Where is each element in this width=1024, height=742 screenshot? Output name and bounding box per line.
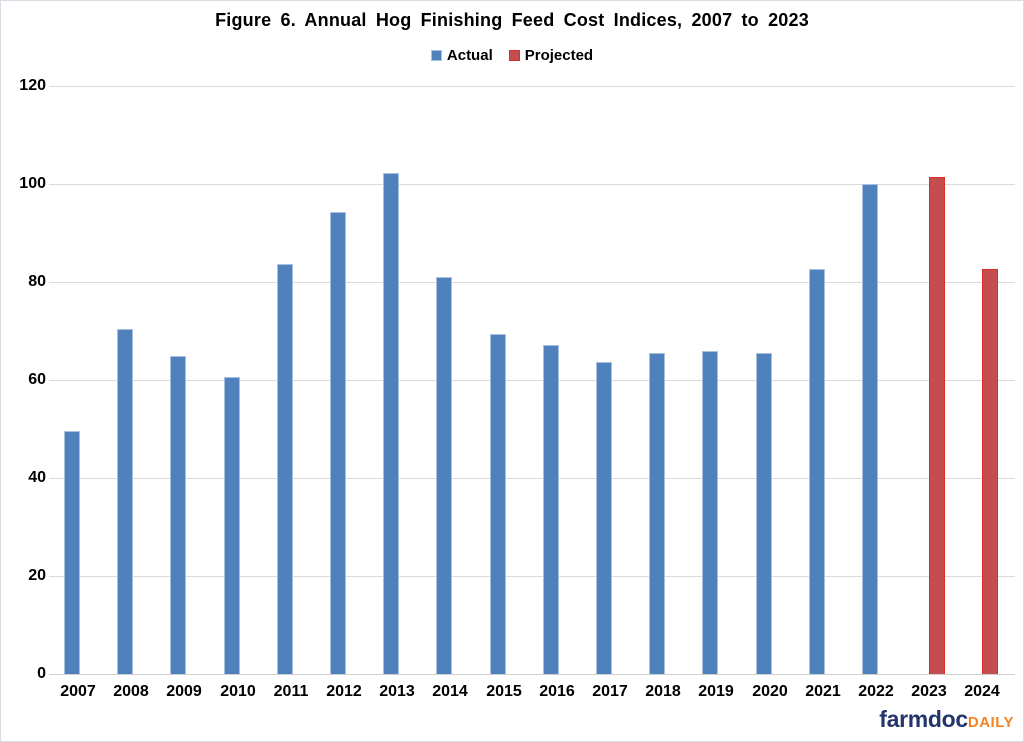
bar-2009	[170, 356, 186, 674]
bar-2015	[490, 334, 506, 674]
gridline-80	[49, 282, 1015, 283]
bar-2016	[543, 345, 559, 674]
x-tick-label-2020: 2020	[752, 683, 788, 700]
legend: Actual Projected	[1, 47, 1023, 64]
bar-2008	[117, 329, 133, 674]
gridline-20	[49, 576, 1015, 577]
y-tick-label-40: 40	[28, 469, 46, 486]
x-tick-label-2011: 2011	[273, 683, 309, 700]
bar-2023	[929, 177, 945, 674]
legend-label-actual: Actual	[446, 47, 493, 64]
y-tick-label-120: 120	[19, 77, 46, 94]
x-tick-label-2009: 2009	[166, 683, 202, 700]
y-tick-label-60: 60	[28, 371, 46, 388]
y-tick-label-100: 100	[19, 175, 46, 192]
bar-2013	[383, 173, 399, 674]
x-tick-label-2015: 2015	[486, 683, 522, 700]
bar-2017	[596, 362, 612, 674]
bar-2024	[982, 269, 998, 674]
x-tick-label-2024: 2024	[964, 683, 1000, 700]
farmdoc-logo: farmdocDAILY	[879, 707, 1014, 735]
bar-2020	[756, 353, 772, 674]
legend-item-actual: Actual	[430, 47, 493, 64]
legend-swatch-actual-icon	[430, 50, 442, 61]
x-tick-label-2014: 2014	[432, 683, 468, 700]
bar-2022	[862, 184, 878, 674]
gridline-40	[49, 478, 1015, 479]
gridline-120	[49, 86, 1015, 87]
gridline-100	[49, 184, 1015, 185]
legend-swatch-projected-icon	[508, 50, 520, 61]
bar-2019	[702, 351, 718, 674]
x-tick-label-2007: 2007	[60, 683, 96, 700]
bar-2012	[330, 212, 346, 674]
x-tick-label-2012: 2012	[326, 683, 362, 700]
gridline-60	[49, 380, 1015, 381]
farmdoc-logo-brand: farmdoc	[879, 706, 968, 732]
legend-item-projected: Projected	[508, 47, 594, 64]
x-tick-label-2016: 2016	[539, 683, 575, 700]
legend-label-projected: Projected	[524, 47, 594, 64]
x-tick-label-2019: 2019	[698, 683, 734, 700]
bar-2007	[64, 431, 80, 674]
bar-2018	[649, 353, 665, 674]
x-tick-label-2008: 2008	[113, 683, 149, 700]
farmdoc-logo-suffix: DAILY	[967, 714, 1014, 731]
y-tick-label-0: 0	[37, 665, 46, 682]
gridline-0	[49, 674, 1015, 675]
y-tick-label-80: 80	[28, 273, 46, 290]
y-tick-label-20: 20	[28, 567, 46, 584]
bar-2011	[277, 264, 293, 674]
x-tick-label-2023: 2023	[911, 683, 947, 700]
bar-2010	[224, 377, 240, 674]
x-tick-label-2013: 2013	[379, 683, 415, 700]
x-tick-label-2017: 2017	[592, 683, 628, 700]
chart-title: Figure 6. Annual Hog Finishing Feed Cost…	[215, 10, 809, 30]
x-tick-label-2021: 2021	[805, 683, 841, 700]
x-tick-label-2010: 2010	[220, 683, 256, 700]
bar-2021	[809, 269, 825, 674]
bar-2014	[436, 277, 452, 674]
x-tick-label-2018: 2018	[645, 683, 681, 700]
x-tick-label-2022: 2022	[858, 683, 894, 700]
